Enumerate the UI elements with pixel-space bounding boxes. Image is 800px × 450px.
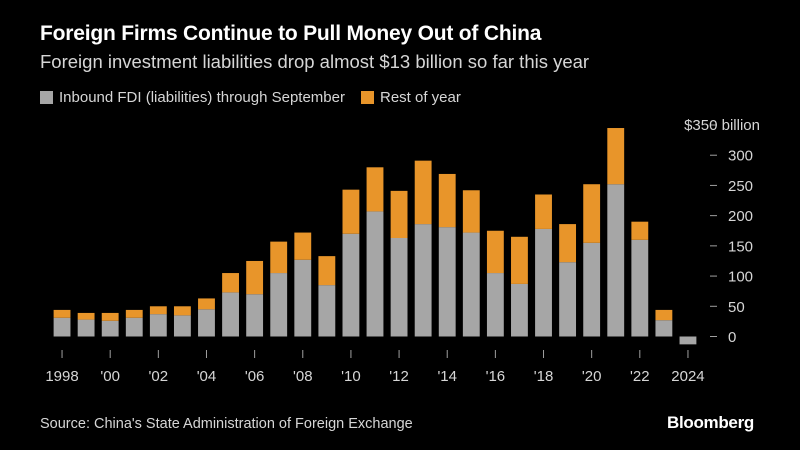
x-tick-label-2014: '14 <box>437 368 457 385</box>
y-tick-label-0: 0 <box>728 329 736 346</box>
legend-label-rest-of-year: Rest of year <box>379 89 461 106</box>
y-tick-label-200: 200 <box>728 208 753 225</box>
bar-rest-of-year-2018 <box>535 194 552 229</box>
x-tick-label-2012: '12 <box>389 368 409 385</box>
bar-through-september-2009 <box>318 285 336 337</box>
bar-rest-of-year-2002 <box>149 306 167 315</box>
bar-rest-of-year-1999 <box>77 312 95 320</box>
bar-rest-of-year-2012 <box>390 190 408 239</box>
x-tick-label-2016: '16 <box>486 368 506 385</box>
bar-rest-of-year-1998 <box>53 309 71 318</box>
bar-rest-of-year-2009 <box>318 256 336 286</box>
bar-through-september-2017 <box>511 283 528 337</box>
bar-rest-of-year-2008 <box>294 232 312 260</box>
bar-rest-of-year-2006 <box>246 260 264 295</box>
bar-through-september-1999 <box>77 319 95 337</box>
bar-rest-of-year-2019 <box>559 224 577 263</box>
bar-through-september-1998 <box>53 317 71 337</box>
bar-rest-of-year-2001 <box>125 309 143 318</box>
bar-rest-of-year-2021 <box>607 128 625 185</box>
x-tick-label-2020: '20 <box>582 368 602 385</box>
bar-through-september-2021 <box>607 184 625 337</box>
legend-swatch-through-september <box>40 91 53 104</box>
bar-rest-of-year-2010 <box>342 189 360 234</box>
bar-rest-of-year-2023 <box>655 309 673 321</box>
bar-rest-of-year-2016 <box>486 230 504 274</box>
y-tick-label-150: 150 <box>728 238 753 255</box>
bar-through-september-2012 <box>390 238 408 337</box>
bar-through-september-2006 <box>246 294 264 337</box>
x-tick-label-2006: '06 <box>245 368 265 385</box>
bar-through-september-2007 <box>270 273 288 337</box>
bar-rest-of-year-2013 <box>414 160 432 225</box>
y-tick-label-50: 50 <box>728 299 745 316</box>
x-tick-label-2024: 2024 <box>671 368 704 385</box>
chart-title: Foreign Firms Continue to Pull Money Out… <box>40 22 542 45</box>
bar-through-september-2011 <box>366 211 384 337</box>
bar-through-september-2022 <box>631 239 649 337</box>
legend: Inbound FDI (liabilities) through Septem… <box>40 89 477 106</box>
bar-rest-of-year-2022 <box>631 221 649 240</box>
y-axis: 0 50 100 150 200 250 300 $350 billion <box>684 117 760 346</box>
bar-rest-of-year-2014 <box>438 173 456 228</box>
bars-group <box>53 128 697 345</box>
bar-rest-of-year-2005 <box>222 273 239 293</box>
x-axis: 1998 '00 '02 '04 '06 '08 '10 '12 '14 '16 '18 '20 '22… <box>45 350 705 385</box>
bar-through-september-2008 <box>294 259 312 337</box>
bar-through-september-2020 <box>583 242 601 337</box>
x-tick-label-2018: '18 <box>534 368 554 385</box>
bar-through-september-2001 <box>125 317 143 337</box>
bar-through-september-2013 <box>414 224 432 337</box>
bar-through-september-2000 <box>101 320 119 337</box>
bar-rest-of-year-2003 <box>173 306 191 316</box>
x-tick-label-2010: '10 <box>341 368 361 385</box>
bar-through-september-2005 <box>222 292 239 337</box>
x-tick-label-2022: '22 <box>630 368 650 385</box>
legend-swatch-rest-of-year <box>360 91 374 104</box>
x-tick-label-2008: '08 <box>293 368 313 385</box>
bar-rest-of-year-2015 <box>462 190 480 233</box>
bar-through-september-2002 <box>149 314 167 337</box>
bar-through-september-2024 <box>679 336 697 345</box>
bar-through-september-2016 <box>486 273 504 337</box>
bar-through-september-2003 <box>173 315 191 337</box>
bar-rest-of-year-2020 <box>583 184 601 243</box>
y-tick-label-350: $350 billion <box>684 117 760 134</box>
source-note: Source: China's State Administration of … <box>40 416 413 432</box>
y-tick-label-250: 250 <box>728 178 753 195</box>
bar-through-september-2023 <box>655 320 673 337</box>
bar-rest-of-year-2007 <box>270 241 288 274</box>
bloomberg-logo: Bloomberg <box>666 413 754 432</box>
x-tick-label-2004: '04 <box>197 368 217 385</box>
legend-label-through-september: Inbound FDI (liabilities) through Septem… <box>59 89 345 106</box>
bar-rest-of-year-2017 <box>511 236 528 284</box>
bar-through-september-2018 <box>535 228 552 337</box>
y-tick-label-100: 100 <box>728 269 753 286</box>
x-tick-label-1998: 1998 <box>45 368 78 385</box>
bar-rest-of-year-2011 <box>366 167 384 212</box>
legend-item-rest-of-year: Rest of year <box>360 89 461 106</box>
chart-subtitle: Foreign investment liabilities drop almo… <box>40 51 590 72</box>
x-tick-label-2002: '02 <box>149 368 169 385</box>
x-tick-label-2000: '00 <box>100 368 120 385</box>
bar-through-september-2004 <box>198 309 215 337</box>
bar-through-september-2014 <box>438 227 456 337</box>
bar-through-september-2019 <box>559 262 577 337</box>
legend-item-through-september: Inbound FDI (liabilities) through Septem… <box>40 89 345 106</box>
bar-rest-of-year-2004 <box>198 298 215 310</box>
bar-rest-of-year-2000 <box>101 312 119 321</box>
y-tick-label-300: 300 <box>728 148 753 165</box>
bar-through-september-2010 <box>342 233 360 337</box>
bar-through-september-2015 <box>462 232 480 337</box>
